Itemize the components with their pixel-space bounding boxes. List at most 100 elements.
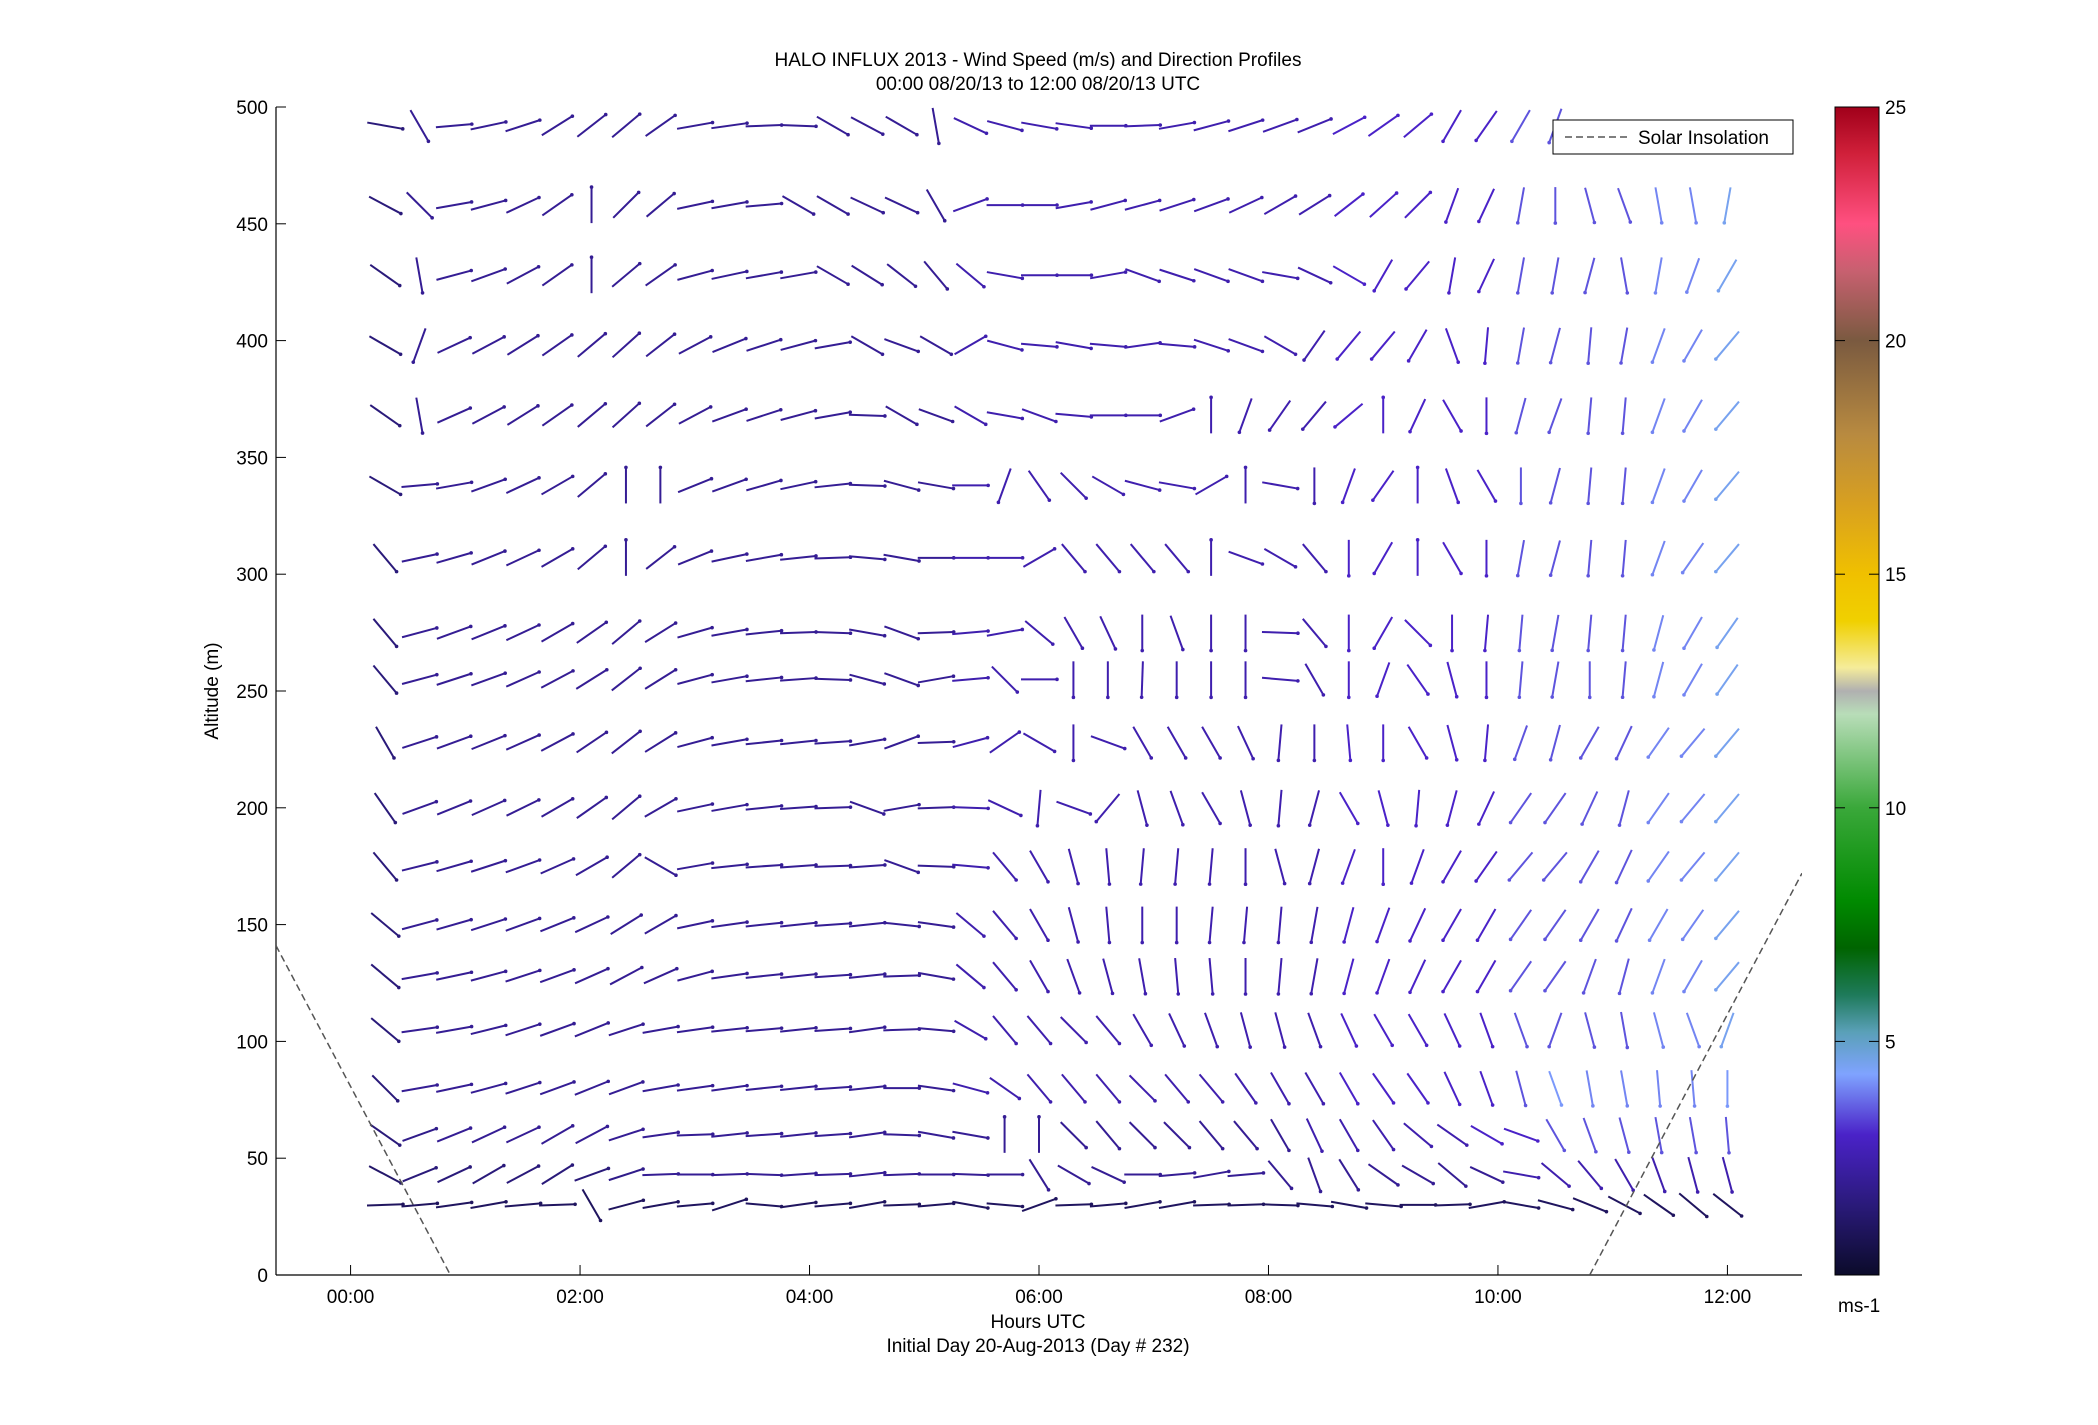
wind-barb-head	[778, 337, 783, 342]
wind-barb	[368, 1165, 402, 1184]
wind-barb	[884, 735, 919, 750]
wind-barb	[1544, 792, 1567, 824]
wind-barb-head	[811, 212, 816, 216]
wind-barb-head	[745, 802, 749, 807]
wind-barb-head	[1192, 197, 1196, 202]
wind-barb	[1406, 664, 1429, 695]
wind-barb	[1477, 258, 1495, 292]
wind-barb	[1403, 113, 1433, 139]
wind-barb-head	[779, 920, 784, 925]
wind-barb-head	[1186, 1100, 1191, 1104]
wind-barb-head	[435, 1201, 440, 1206]
wind-barb-head	[1209, 648, 1213, 653]
wind-barb-head	[604, 730, 609, 735]
wind-barb	[506, 334, 539, 356]
wind-barb-head	[397, 1143, 402, 1147]
wind-barb-head	[1567, 1184, 1571, 1188]
wind-barb-head	[537, 916, 542, 921]
wind-barb	[917, 481, 954, 490]
wind-barb-head	[1381, 758, 1386, 763]
wind-barb-head	[1682, 429, 1686, 433]
wind-barb	[645, 545, 676, 570]
wind-barb	[505, 196, 540, 214]
wind-barb	[952, 198, 988, 213]
wind-barb-head	[434, 799, 439, 804]
wind-barb-head	[1327, 193, 1332, 198]
colorbar-fill	[1835, 107, 1879, 1275]
wind-barb-head	[1508, 937, 1513, 942]
wind-barb-head	[537, 858, 542, 862]
wind-barb	[952, 1082, 988, 1094]
wind-barb-head	[1087, 1181, 1091, 1186]
wind-barb-head	[676, 1024, 680, 1029]
wind-barb	[436, 860, 472, 873]
wind-barbs	[366, 107, 1744, 1223]
wind-barb	[1475, 110, 1498, 142]
wind-barb	[1577, 1160, 1603, 1189]
wind-barb-head	[744, 1197, 749, 1202]
wind-barb	[1139, 848, 1145, 885]
wind-barb	[541, 1164, 573, 1185]
wind-barb-head	[1318, 1044, 1323, 1049]
wind-barb-head	[848, 1026, 853, 1031]
wind-barb	[849, 673, 885, 685]
wind-barb	[436, 551, 472, 564]
wind-barb	[883, 1172, 920, 1177]
wind-barb-head	[674, 913, 678, 918]
wind-barb	[1304, 1072, 1325, 1105]
wind-barb-head	[1207, 882, 1212, 886]
wind-barb	[1548, 1012, 1563, 1047]
wind-barb-head	[606, 966, 610, 971]
wind-barb-head	[434, 1166, 438, 1170]
wind-barb	[541, 334, 573, 357]
wind-barb	[780, 480, 816, 491]
wind-barb	[1683, 399, 1703, 432]
wind-barb	[608, 1081, 644, 1096]
wind-barb-head	[882, 682, 887, 686]
wind-barb-head	[603, 544, 608, 549]
wind-barb	[611, 620, 641, 645]
wind-barb-head	[1020, 128, 1024, 133]
wind-barb-head	[1514, 430, 1519, 435]
wind-barb	[1302, 543, 1327, 573]
wind-barb	[1442, 399, 1462, 432]
wind-barb-head	[1372, 571, 1377, 576]
solar-insolation-lines	[276, 872, 1802, 1275]
wind-barb-head	[434, 735, 439, 739]
wind-barb	[471, 406, 505, 425]
wind-barb-head	[1209, 395, 1213, 400]
wind-barb	[711, 1084, 748, 1092]
wind-barb	[575, 668, 608, 690]
wind-barb	[780, 1172, 817, 1177]
wind-barb-head	[469, 1200, 474, 1205]
wind-barb	[1680, 851, 1706, 881]
wind-barb	[1409, 907, 1427, 942]
wind-barb-head	[1653, 291, 1658, 295]
wind-barb-head	[779, 1026, 784, 1030]
wind-barb-head	[537, 548, 541, 553]
wind-barb-head	[1362, 115, 1367, 120]
wind-barb-head	[673, 113, 677, 118]
wind-barb-head	[1309, 991, 1314, 996]
wind-barb	[1479, 1070, 1494, 1106]
wind-barb	[780, 863, 817, 869]
wind-barb-head	[1714, 936, 1718, 941]
wind-barb-head	[1320, 1149, 1324, 1153]
wind-barb	[1028, 1158, 1050, 1191]
wind-barb	[575, 856, 608, 877]
wind-barb-head	[1255, 1146, 1259, 1151]
wind-barb-head	[1547, 140, 1551, 145]
y-tick-label: 450	[236, 215, 268, 236]
wind-barb-head	[708, 335, 713, 339]
wind-barb-head	[468, 799, 473, 803]
wind-barb	[883, 1203, 920, 1207]
wind-barb-head	[1661, 1045, 1666, 1049]
wind-barb-head	[1342, 991, 1346, 996]
wind-barb-head	[1048, 1100, 1053, 1104]
wind-barb	[814, 922, 851, 927]
wind-barb	[1234, 1072, 1257, 1104]
wind-barb-head	[435, 482, 440, 486]
wind-barb	[1685, 257, 1701, 293]
wind-barb	[1099, 615, 1117, 650]
wind-barb-head	[986, 629, 990, 633]
